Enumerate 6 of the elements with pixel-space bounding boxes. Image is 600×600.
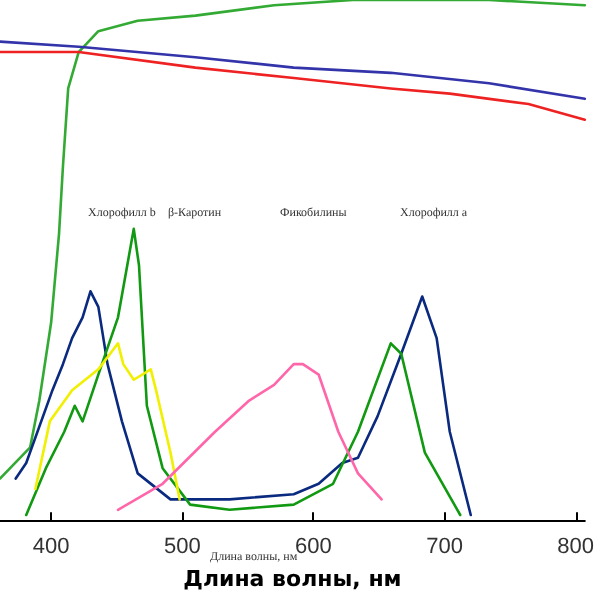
x-tick-label: 600 [295,535,332,560]
x-tick-label: 400 [32,535,70,560]
x-tick-label: 500 [163,535,201,560]
x-tick-label: 800 [557,535,595,560]
x-tick-label: 700 [426,535,463,560]
x-axis-title: Длина волны, нм [183,566,402,592]
